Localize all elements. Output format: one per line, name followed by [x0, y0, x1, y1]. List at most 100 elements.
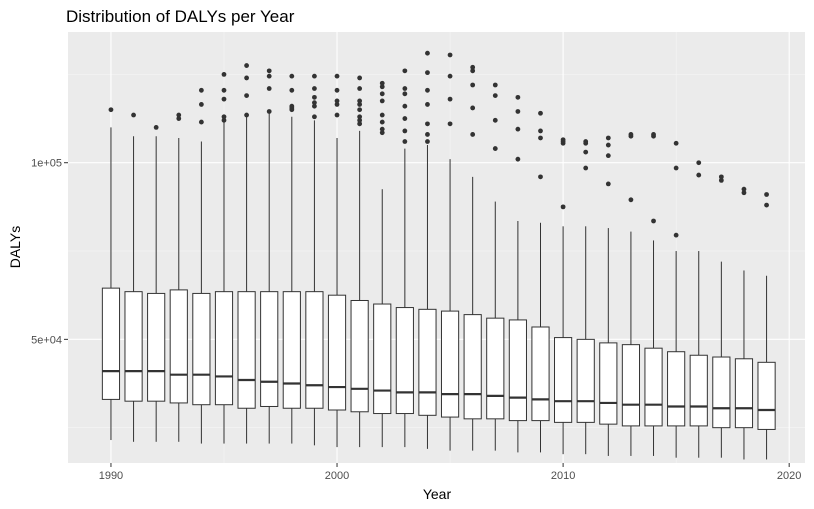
iqr-box	[689, 354, 708, 427]
outlier-point	[425, 50, 430, 56]
iqr-box	[576, 338, 595, 423]
iqr-box	[124, 291, 143, 402]
outlier-point	[221, 87, 227, 93]
outlier-point	[312, 94, 317, 100]
outlier-point	[538, 110, 543, 116]
outlier-point	[515, 94, 521, 100]
outlier-point	[312, 103, 317, 109]
outlier-point	[764, 202, 769, 208]
outlier-point	[492, 93, 498, 98]
iqr-box	[395, 307, 414, 415]
outlier-point	[492, 117, 498, 123]
iqr-box	[712, 356, 731, 429]
outlier-point	[357, 75, 363, 81]
x-axis-title: Year	[423, 486, 452, 502]
outlier-point	[244, 93, 249, 98]
outlier-point	[244, 112, 249, 118]
box-2018	[734, 186, 754, 460]
outlier-point	[628, 132, 634, 137]
outlier-point	[221, 71, 227, 77]
iqr-box	[463, 314, 482, 420]
box-2002	[373, 80, 392, 448]
outlier-point	[560, 137, 566, 143]
box-2010	[554, 137, 573, 455]
outlier-point	[425, 121, 430, 127]
box-2019	[757, 192, 776, 460]
outlier-point	[492, 146, 498, 151]
iqr-box	[508, 319, 527, 422]
outlier-point	[221, 117, 227, 123]
outlier-point	[470, 132, 476, 137]
outlier-point	[696, 172, 702, 178]
outlier-point	[176, 112, 182, 118]
outlier-point	[402, 68, 408, 74]
outlier-point	[425, 139, 430, 144]
box-1994	[192, 87, 211, 444]
box-1998	[282, 73, 301, 444]
outlier-point	[673, 232, 679, 238]
outlier-point	[289, 103, 295, 109]
box-1995	[214, 71, 234, 444]
x-tick-label: 2010	[551, 470, 575, 482]
outlier-point	[312, 73, 317, 79]
outlier-point	[447, 96, 453, 102]
outlier-point	[176, 116, 182, 121]
outlier-point	[402, 86, 408, 91]
outlier-point	[605, 142, 611, 148]
outlier-point	[425, 87, 430, 93]
outlier-point	[764, 192, 769, 197]
outlier-point	[334, 98, 340, 104]
outlier-point	[470, 68, 476, 74]
iqr-box	[644, 347, 663, 427]
chart-title: Distribution of DALYs per Year	[66, 7, 295, 26]
box-1992	[147, 124, 166, 442]
outlier-point	[153, 124, 159, 130]
outlier-point	[402, 128, 408, 134]
outlier-point	[718, 177, 724, 183]
outlier-point	[108, 107, 114, 113]
outlier-point	[289, 73, 295, 79]
box-2006	[463, 64, 482, 451]
iqr-box	[734, 358, 754, 429]
outlier-point	[289, 87, 295, 93]
box-2014	[644, 132, 663, 456]
outlier-point	[312, 100, 317, 106]
box-2015	[667, 140, 686, 458]
outlier-point	[312, 86, 317, 91]
outlier-point	[425, 70, 430, 76]
iqr-box	[531, 326, 550, 422]
outlier-point	[379, 112, 385, 118]
box-2008	[508, 94, 527, 453]
outlier-point	[244, 75, 249, 81]
outlier-point	[379, 119, 385, 125]
iqr-box	[757, 361, 776, 430]
outlier-point	[379, 84, 385, 90]
outlier-point	[334, 112, 340, 118]
outlier-point	[560, 204, 566, 210]
iqr-box	[327, 294, 347, 411]
outlier-point	[379, 126, 385, 132]
box-1993	[169, 112, 188, 442]
outlier-point	[447, 121, 453, 127]
outlier-point	[244, 63, 249, 68]
outlier-point	[357, 98, 363, 104]
outlier-point	[741, 186, 747, 192]
outlier-point	[538, 135, 543, 141]
outlier-point	[357, 102, 363, 107]
outlier-point	[470, 82, 476, 88]
outlier-point	[357, 107, 363, 113]
outlier-point	[470, 64, 476, 70]
y-axis: 5e+04 1e+05	[31, 158, 68, 346]
iqr-box	[667, 351, 686, 427]
box-1997	[260, 68, 279, 444]
outlier-point	[131, 112, 136, 118]
box-2001	[350, 75, 369, 448]
outlier-point	[266, 68, 272, 74]
box-1996	[237, 63, 256, 444]
box-2007	[486, 82, 505, 451]
box-1990	[101, 107, 121, 441]
boxes-layer	[101, 50, 776, 460]
x-tick-label: 2000	[325, 470, 349, 482]
box-2012	[599, 135, 618, 456]
outlier-point	[605, 181, 611, 187]
